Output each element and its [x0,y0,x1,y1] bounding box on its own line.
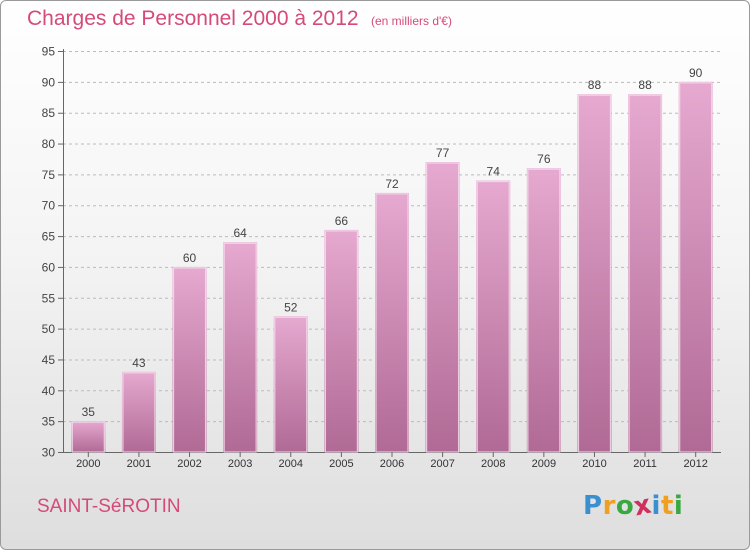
y-tick-label: 60 [42,260,56,274]
x-tick-label: 2012 [683,458,707,470]
logo-letter: o [615,491,635,521]
data-label: 35 [82,405,96,419]
y-tick-label: 35 [42,415,56,429]
x-tick-label: 2005 [329,458,353,470]
proxiti-logo: Proxiti [583,490,684,523]
x-tick-label: 2007 [430,458,454,470]
x-tick-label: 2006 [380,458,404,470]
y-tick-label: 40 [42,384,56,398]
data-label: 77 [436,146,450,160]
data-label: 43 [132,356,146,370]
x-tick-label: 2002 [177,458,201,470]
bar [526,168,561,452]
data-label: 66 [335,214,349,228]
data-label: 60 [183,251,197,265]
y-tick-label: 90 [42,75,56,89]
data-label: 74 [487,165,501,179]
y-tick-label: 80 [42,137,56,151]
x-tick-label: 2000 [76,458,100,470]
data-label: 72 [385,177,399,191]
y-tick-label: 65 [42,230,56,244]
chart-subtitle: (en milliers d'€) [371,14,452,28]
data-label: 88 [588,78,602,92]
bar [678,81,713,452]
logo-letter: r [602,491,616,521]
x-tick-label: 2009 [532,458,556,470]
x-tick-label: 2004 [279,458,303,470]
commune-name: SAINT-SéROTIN [37,496,181,517]
logo-letter: P [583,491,603,521]
data-label: 88 [638,78,652,92]
x-tick-label: 2008 [481,458,505,470]
x-tick-label: 2010 [582,458,606,470]
x-tick-label: 2003 [228,458,252,470]
y-tick-label: 45 [42,353,56,367]
y-tick-label: 30 [42,446,56,460]
bar [273,316,308,452]
logo-letter: t [660,491,674,521]
x-tick-label: 2001 [127,458,151,470]
y-tick-label: 55 [42,291,56,305]
data-label: 52 [284,300,298,314]
bar [324,229,359,452]
logo-letter: i [673,491,684,521]
bar [375,192,409,452]
y-tick-label: 85 [42,106,56,120]
data-label: 64 [233,226,247,240]
bar [476,180,511,453]
logo-letter: i [651,491,661,521]
data-label: 90 [689,66,703,80]
x-tick-label: 2011 [633,458,657,470]
bar [425,162,460,453]
y-tick-label: 75 [42,168,56,182]
bar [172,266,207,452]
bar [577,94,612,452]
y-tick-label: 95 [42,45,56,59]
bar [628,94,663,452]
chart-title: Charges de Personnel 2000 à 2012 [27,7,359,30]
y-tick-label: 50 [42,322,56,336]
bar [223,242,258,452]
data-label: 76 [537,152,551,166]
y-tick-label: 70 [42,199,56,213]
bar [121,371,156,452]
bar [71,421,106,452]
